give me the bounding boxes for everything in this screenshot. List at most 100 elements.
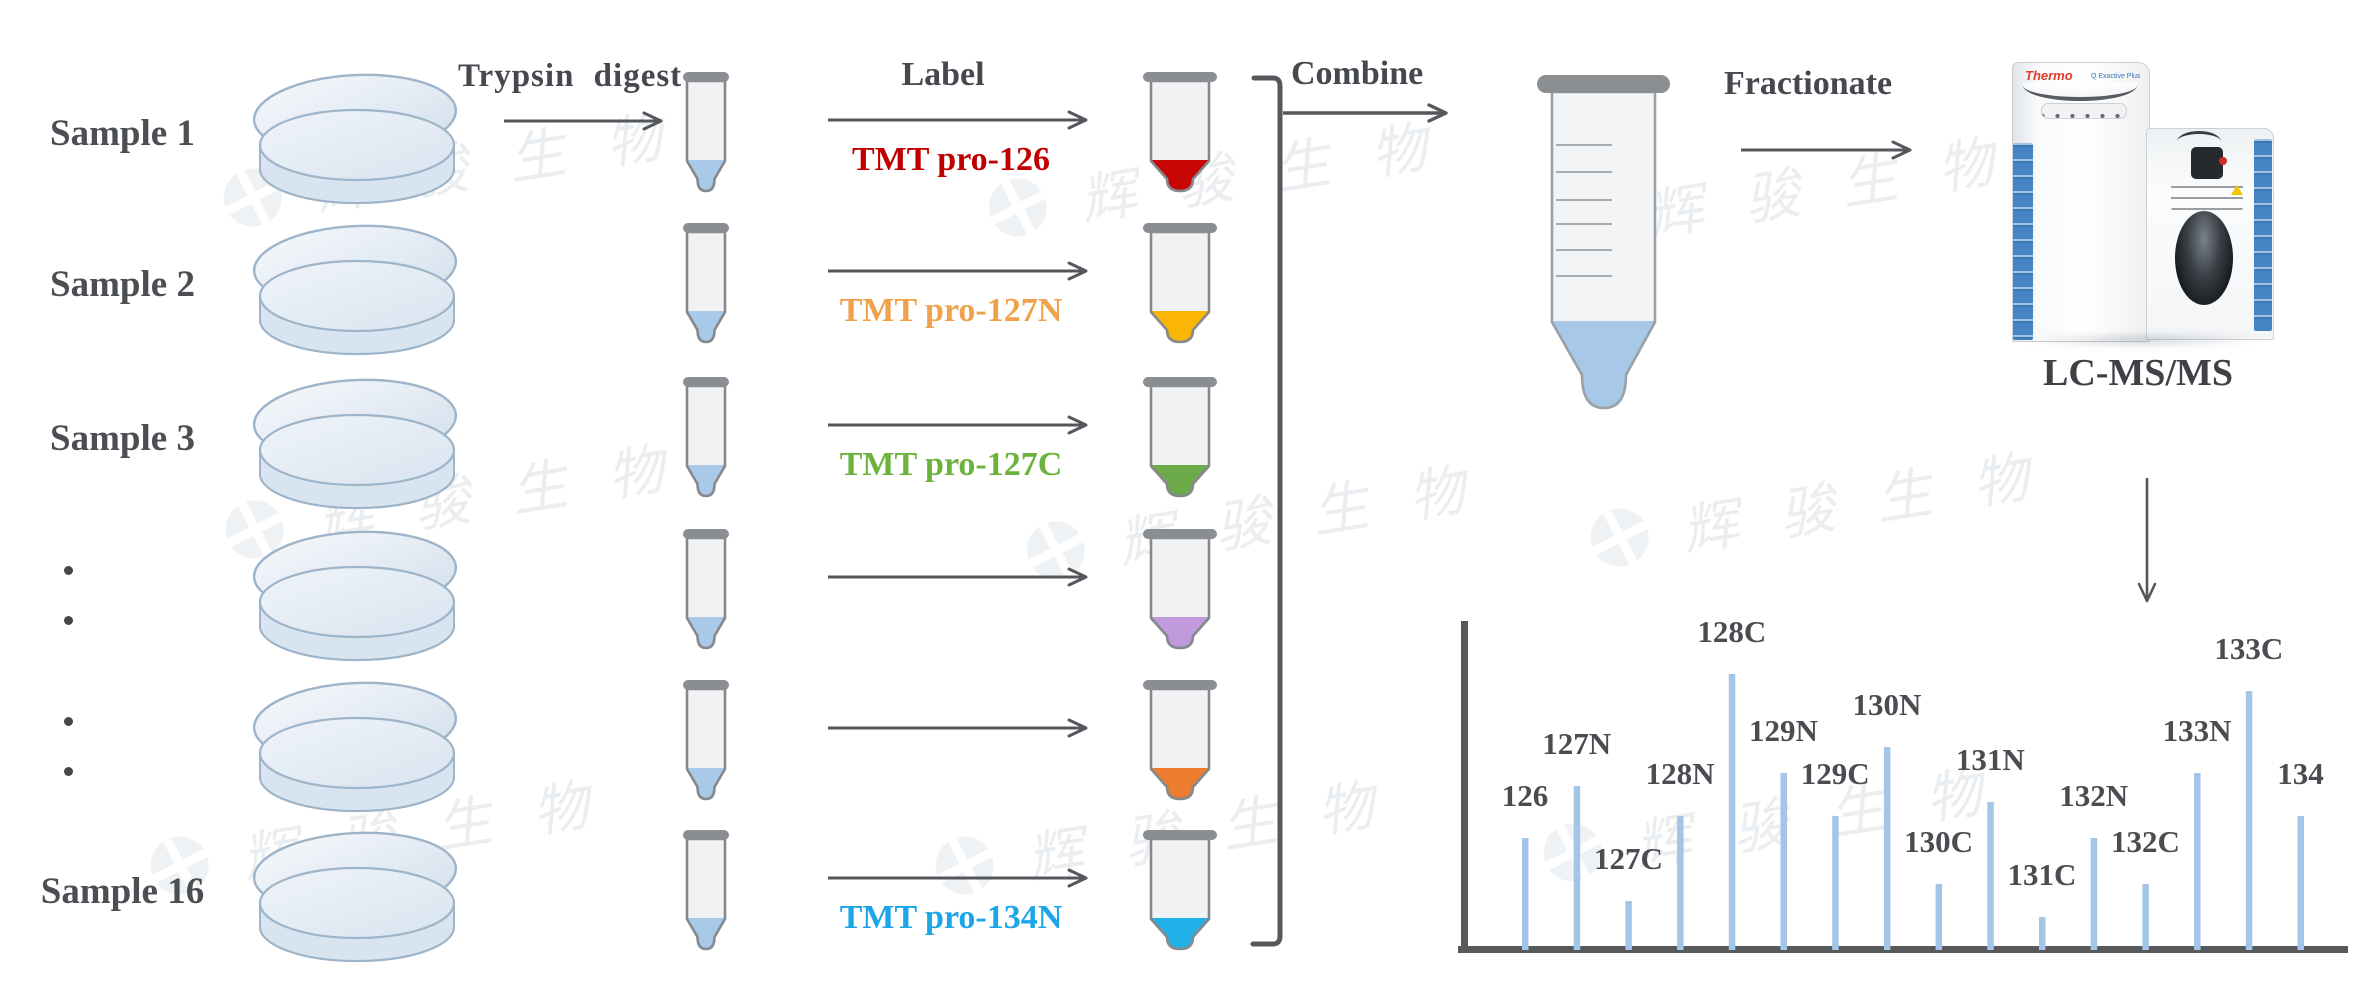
watermark: 辉骏生物 bbox=[1580, 426, 2076, 582]
spectrum-peak bbox=[2297, 816, 2304, 950]
watermark-text: 辉骏生物 bbox=[312, 430, 710, 557]
sample-tube bbox=[683, 529, 729, 650]
petri-dish bbox=[252, 224, 458, 356]
ms-model-label: Q Exactive Plus bbox=[2091, 73, 2141, 80]
watermark-logo-icon bbox=[978, 167, 1057, 246]
label-arrow bbox=[828, 261, 1088, 281]
petri-dish bbox=[252, 378, 458, 510]
watermark: 辉骏生物 bbox=[215, 418, 711, 574]
watermark: 辉骏生物 bbox=[925, 754, 1421, 910]
label-arrow bbox=[828, 110, 1088, 130]
label-arrow bbox=[828, 868, 1088, 888]
spectrum-peak-label: 133C bbox=[2214, 631, 2284, 666]
trypsin-digest-arrow bbox=[504, 111, 663, 131]
sample-label: Sample 1 bbox=[50, 113, 195, 154]
sample-tube bbox=[683, 830, 729, 951]
watermark-text: 辉骏生物 bbox=[1642, 123, 2040, 250]
label-arrow bbox=[828, 415, 1088, 435]
labeled-tube bbox=[1143, 377, 1217, 498]
label-arrow bbox=[828, 567, 1088, 587]
step-label-fractionate: Fractionate bbox=[1724, 65, 1893, 102]
labeled-tube bbox=[1143, 680, 1217, 801]
mass-spectrum bbox=[1458, 621, 2348, 953]
spectrum-peak-label: 129C bbox=[1800, 756, 1870, 791]
watermark-logo-icon bbox=[925, 825, 1004, 904]
spectrum-peak-label: 132N bbox=[2059, 778, 2129, 813]
spectrum-peak-label: 133N bbox=[2162, 713, 2232, 748]
mass-spectrometer: Thermo Q Exactive Plus bbox=[2010, 58, 2274, 350]
watermark-logo-icon bbox=[1016, 510, 1095, 589]
watermark-text: 辉骏生物 bbox=[1075, 108, 1473, 235]
sample-tube bbox=[683, 680, 729, 801]
sample-tube bbox=[683, 72, 729, 193]
watermark: 辉骏生物 bbox=[1016, 439, 1512, 595]
watermark-logo-icon bbox=[215, 489, 294, 568]
labeled-tube bbox=[1143, 529, 1217, 650]
spectrum-peak-label: 134 bbox=[2277, 756, 2324, 791]
spectrum-peak-label: 130N bbox=[1852, 687, 1922, 722]
sample-ellipsis-dot bbox=[64, 717, 73, 726]
spectrum-peak-label: 129N bbox=[1749, 713, 1818, 748]
watermark-text: 辉骏生物 bbox=[1677, 438, 2075, 565]
warning-triangle-icon bbox=[2231, 185, 2243, 195]
watermark-text: 辉骏生物 bbox=[310, 98, 708, 225]
ms-vent-left bbox=[2013, 143, 2033, 340]
spectrum-peak bbox=[1522, 838, 1529, 950]
spectrum-peak-label: 128C bbox=[1697, 614, 1767, 649]
thermo-brand-logo: Thermo bbox=[2025, 68, 2073, 83]
watermark-logo-icon bbox=[213, 157, 292, 236]
sample-label: Sample 2 bbox=[50, 264, 195, 305]
spectrum-peak-label: 126 bbox=[1501, 778, 1549, 813]
spectrum-peak bbox=[1780, 773, 1787, 950]
instrument-shadow bbox=[2018, 332, 2266, 348]
step-label-label: Label bbox=[901, 56, 985, 93]
spectrum-peak-label: 128N bbox=[1645, 756, 1715, 791]
ms-button-panel bbox=[2041, 103, 2127, 119]
watermark-logo-icon bbox=[1545, 182, 1624, 261]
spectrum-peak-label: 131N bbox=[1955, 742, 2025, 777]
spectrum-peak bbox=[1625, 901, 1632, 950]
combine-bracket bbox=[1250, 75, 1283, 947]
labeled-tube bbox=[1143, 830, 1217, 951]
ms-inlet-opening bbox=[2175, 211, 2233, 305]
petri-dish bbox=[252, 831, 458, 963]
watermark: 辉骏生物 bbox=[213, 86, 709, 242]
spectrum-peak bbox=[1832, 816, 1839, 950]
sample-ellipsis-dot bbox=[64, 566, 73, 575]
watermark-text: 辉骏生物 bbox=[1022, 766, 1420, 893]
spectrum-peak-label: 132C bbox=[2110, 824, 2180, 859]
watermark-text: 辉骏生物 bbox=[1113, 451, 1511, 578]
watermark: 辉骏生物 bbox=[1545, 111, 2041, 267]
ion-source bbox=[2191, 147, 2223, 179]
sample-ellipsis-dot bbox=[64, 616, 73, 625]
spectrum-peak bbox=[2194, 773, 2201, 950]
spectrum-peak bbox=[2039, 917, 2046, 950]
lcms-output-arrow bbox=[2137, 478, 2157, 603]
spectrum-peak-label: 130C bbox=[1904, 824, 1974, 859]
spectrum-peak bbox=[1935, 884, 1943, 950]
lcmsms-label: LC-MS/MS bbox=[2043, 352, 2233, 394]
sample-tube bbox=[683, 223, 729, 344]
sample-tube bbox=[683, 377, 729, 498]
ms-detector-unit bbox=[2146, 128, 2274, 340]
labeled-tube bbox=[1143, 72, 1217, 193]
ms-front-curve bbox=[2023, 83, 2137, 101]
tmt-reagent-label: TMT pro-127N bbox=[839, 292, 1063, 329]
sample-ellipsis-dot bbox=[64, 767, 73, 776]
spectrum-peak-label: 127C bbox=[1593, 841, 1663, 876]
ms-tower-unit: Thermo Q Exactive Plus bbox=[2012, 62, 2150, 342]
tmt-reagent-label: TMT pro-126 bbox=[851, 141, 1051, 178]
sample-label: Sample 16 bbox=[40, 871, 205, 912]
spectrum-peak-label: 131C bbox=[2007, 857, 2077, 892]
label-arrow bbox=[828, 718, 1088, 738]
combine-arrow bbox=[1283, 103, 1448, 123]
ion-source-tubing bbox=[2177, 131, 2221, 152]
watermark-logo-icon bbox=[1580, 497, 1659, 576]
step-label-combine: Combine bbox=[1291, 55, 1424, 92]
petri-dish bbox=[252, 530, 458, 662]
spectrum-peak bbox=[2142, 884, 2149, 950]
spectrum-x-axis bbox=[1458, 946, 2348, 953]
ion-source-indicator bbox=[2219, 157, 2227, 165]
spectrum-peak bbox=[1677, 816, 1684, 950]
